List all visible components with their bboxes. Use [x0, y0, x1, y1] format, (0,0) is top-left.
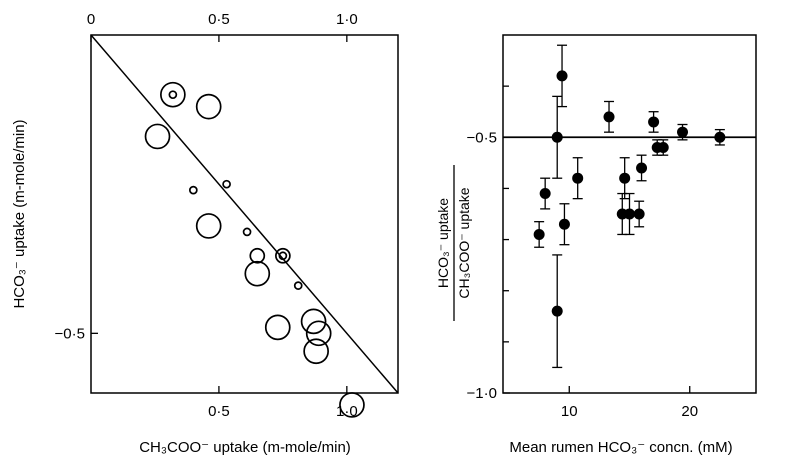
right-data-point-group — [572, 157, 584, 200]
right-y-axis-label: HCO₃⁻ uptake CH₃COO⁻ uptake — [435, 165, 472, 321]
right-y-tick-label: −0·5 — [467, 129, 497, 146]
right-data-point — [714, 131, 726, 143]
right-data-point-group — [636, 154, 648, 182]
right-y-label-denominator: CH₃COO⁻ uptake — [456, 187, 472, 298]
right-data-point — [648, 116, 660, 128]
left-y-tick-label: −0·5 — [55, 325, 85, 342]
left-data-point — [300, 308, 327, 335]
left-data-point — [275, 247, 291, 264]
left-x-tick-label-top: 0 — [87, 11, 95, 28]
left-data-point — [195, 213, 222, 239]
left-data-point — [339, 392, 365, 418]
right-data-point-group — [619, 157, 631, 200]
right-data-point-group — [624, 192, 635, 236]
right-data-point — [551, 131, 563, 143]
left-data-point — [305, 320, 332, 347]
right-data-point — [677, 126, 689, 138]
left-data-point — [195, 93, 222, 120]
right-y-label-numerator: HCO₃⁻ uptake — [435, 198, 451, 288]
right-x-axis-label: Mean rumen HCO₃⁻ concn. (mM) — [509, 439, 732, 456]
left-data-point — [222, 179, 231, 189]
right-data-point-group — [533, 221, 545, 248]
left-data-point — [249, 247, 266, 264]
left-ticks: 0·5 1·0 0 0·5 1·0 −0·5 — [55, 11, 358, 420]
right-y-tick-label: −1·0 — [467, 385, 497, 402]
right-data-point — [619, 172, 631, 184]
right-data-point — [636, 162, 648, 174]
right-data-point-group — [603, 100, 615, 133]
right-data-point-group — [633, 200, 645, 228]
left-data-point — [188, 185, 198, 195]
right-data-point — [533, 228, 545, 240]
left-data-point — [278, 251, 288, 261]
left-x-tick-label-bottom: 1·0 — [336, 403, 358, 420]
right-data-point-group — [551, 254, 563, 369]
right-ticks: 10 20 −0·5 −1·0 — [467, 85, 698, 420]
right-data-point-group — [714, 128, 726, 146]
right-data-point-group — [558, 203, 570, 246]
left-scatter-chart: 0·5 1·0 0 0·5 1·0 −0·5 CH₃COO⁻ uptake (m-mole… — [11, 11, 399, 456]
right-data-point — [539, 188, 551, 200]
right-plot-frame — [502, 34, 757, 394]
right-data-point-group — [551, 95, 563, 179]
right-scatter-chart: 10 20 −0·5 −1·0 Mean rumen HCO₃⁻ concn. (mM… — [435, 34, 757, 456]
right-data-point-group — [657, 139, 669, 156]
right-data-point — [657, 142, 669, 154]
left-x-tick-label-bottom: 0·5 — [208, 403, 230, 420]
right-data-point — [558, 218, 570, 230]
right-data-point — [633, 208, 645, 220]
left-y-axis-label: HCO₃⁻ uptake (m-mole/min) — [11, 119, 28, 308]
left-data-point — [244, 260, 271, 287]
left-data-point — [144, 123, 171, 150]
left-data-point — [168, 90, 178, 100]
left-points — [144, 81, 365, 418]
left-data-point — [160, 81, 186, 108]
right-data-point-group — [556, 44, 568, 108]
right-data-point — [551, 305, 563, 317]
right-points — [533, 44, 726, 369]
right-data-point — [603, 111, 615, 123]
left-x-tick-label-top: 1·0 — [336, 11, 358, 28]
right-data-point-group — [539, 177, 551, 210]
left-plot-frame — [90, 34, 399, 394]
right-data-point — [556, 70, 568, 82]
left-data-point — [242, 227, 252, 237]
right-data-point — [624, 208, 635, 220]
left-data-point — [264, 314, 291, 341]
left-x-tick-label-top: 0·5 — [208, 11, 230, 28]
right-data-point — [572, 172, 584, 184]
left-data-point — [293, 281, 303, 290]
left-x-axis-label: CH₃COO⁻ uptake (m-mole/min) — [139, 439, 351, 456]
right-x-tick-label: 10 — [561, 403, 578, 420]
right-data-point-group — [677, 123, 689, 141]
right-data-point-group — [648, 111, 660, 133]
right-x-tick-label: 20 — [681, 403, 698, 420]
left-fit-line — [90, 34, 399, 394]
left-data-point — [303, 338, 329, 365]
